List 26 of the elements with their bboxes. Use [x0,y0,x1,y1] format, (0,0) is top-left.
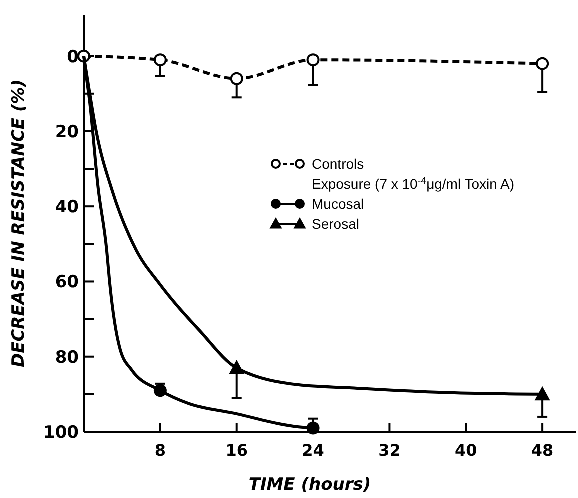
point [536,57,550,70]
x-axis-title: TIME (hours) [248,475,372,495]
x-tick-label: 40 [455,441,478,460]
y-tick-label: 80 [55,348,80,368]
point [306,422,320,435]
annotation: Exposure (7 x 10$^{-4}$μg/ml Toxin A) [312,176,515,192]
x-tick-label: 16 [226,441,248,460]
x-tick-label: 32 [378,441,401,460]
y-tick-label: 20 [55,122,80,142]
point [154,54,167,67]
point [230,72,244,86]
x-tick-label: 48 [531,441,554,460]
point [154,384,167,398]
x-tick-label: 24 [302,441,324,460]
y-tick-label: 60 [55,272,80,293]
y-tick-label: 40 [55,198,80,218]
legend-label: Mucosal [312,196,364,212]
x-tick-label: 8 [154,441,166,460]
y-tick-label: 0 [67,47,80,68]
point [306,54,320,67]
y-tick-label: 100 [44,423,80,443]
point [230,360,244,374]
legend-label: Controls [312,156,364,172]
legend-label: Serosal [312,216,360,232]
point [535,387,550,401]
y-axis-title: DECREASE IN RESISTANCE (%) [9,79,29,368]
